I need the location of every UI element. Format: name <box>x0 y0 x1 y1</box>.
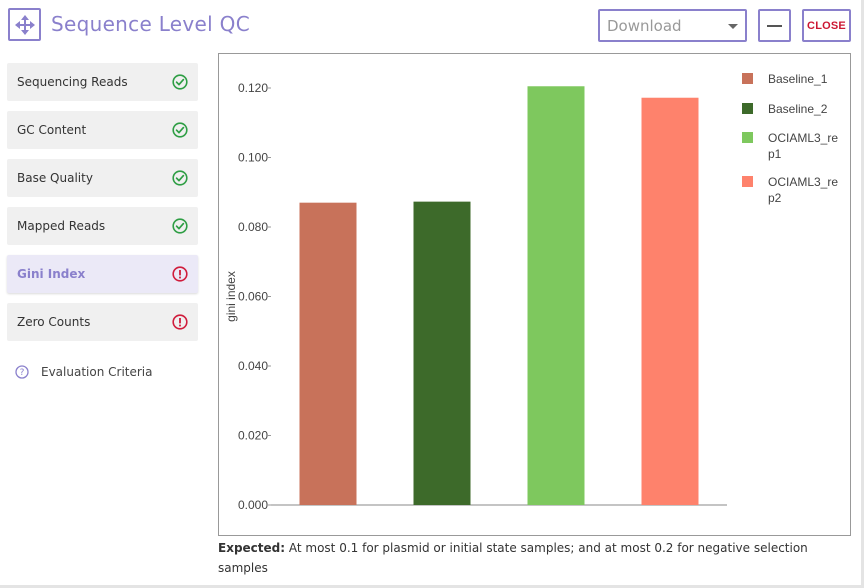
y-tick-label: 0.080 <box>238 220 268 234</box>
sidebar-item-label: Sequencing Reads <box>17 75 128 89</box>
chart-canvas: 0.000 0.020 0.040 0.060 0.080 0.100 0.120 gini … <box>224 72 838 512</box>
sidebar-item-gc-content[interactable]: GC Content <box>7 111 198 149</box>
legend-label: OCIAML3_re <box>768 131 838 145</box>
expected-note: Expected: At most 0.1 for plasmid or ini… <box>218 538 848 578</box>
move-button[interactable] <box>8 8 41 41</box>
sidebar-item-mapped-reads[interactable]: Mapped Reads <box>7 207 198 245</box>
y-tick-label: 0.000 <box>238 498 268 512</box>
page-title: Sequence Level QC <box>51 12 250 36</box>
sidebar-item-label: Mapped Reads <box>17 219 106 233</box>
bar-baseline_2 <box>413 201 471 505</box>
sidebar-item-gini-index[interactable]: Gini Index <box>7 255 198 293</box>
evaluation-criteria-label: Evaluation Criteria <box>41 365 153 379</box>
bar-baseline_1 <box>299 202 357 506</box>
y-tick-label: 0.020 <box>238 429 268 443</box>
check-circle-icon <box>172 122 188 138</box>
legend-swatch <box>742 176 753 187</box>
sidebar-item-label: Base Quality <box>17 171 93 185</box>
legend-swatch <box>742 103 753 114</box>
alert-circle-icon <box>172 314 188 330</box>
legend-label: p2 <box>768 191 782 205</box>
sidebar-item-label: Zero Counts <box>17 315 91 329</box>
bar-ociaml3_rep1 <box>527 86 585 505</box>
gini-index-chart: 0.000 0.020 0.040 0.060 0.080 0.100 0.120 gini … <box>218 53 851 536</box>
y-axis-label: gini index <box>224 271 238 322</box>
sidebar-item-zero-counts[interactable]: Zero Counts <box>7 303 198 341</box>
sidebar-item-label: GC Content <box>17 123 87 137</box>
check-circle-icon <box>172 74 188 90</box>
y-tick-label: 0.040 <box>238 359 268 373</box>
move-arrows-icon <box>14 14 35 35</box>
expected-text: At most 0.1 for plasmid or initial state… <box>218 541 808 575</box>
sidebar-item-sequencing-reads[interactable]: Sequencing Reads <box>7 63 198 101</box>
legend-swatch <box>742 132 753 143</box>
close-button[interactable]: CLOSE <box>802 9 851 42</box>
y-tick-label: 0.100 <box>238 151 268 165</box>
alert-circle-icon <box>172 266 188 282</box>
check-circle-icon <box>172 218 188 234</box>
legend-label: Baseline_1 <box>768 72 828 86</box>
check-circle-icon <box>172 170 188 186</box>
y-tick-label: 0.060 <box>238 290 268 304</box>
y-tick-label: 0.120 <box>238 81 268 95</box>
minimize-icon <box>767 24 782 27</box>
download-select-value: Download <box>607 16 682 35</box>
legend-swatch <box>742 73 753 84</box>
panel-edge <box>861 0 864 588</box>
help-circle-icon: ? <box>15 365 29 379</box>
panel-edge-bottom <box>0 585 864 588</box>
legend-label: p1 <box>768 147 782 161</box>
sidebar-item-base-quality[interactable]: Base Quality <box>7 159 198 197</box>
legend-label: OCIAML3_re <box>768 175 838 189</box>
bar-ociaml3_rep2 <box>641 97 699 506</box>
download-select[interactable]: Download <box>598 9 747 42</box>
minimize-button[interactable] <box>758 9 791 42</box>
svg-text:?: ? <box>20 368 25 378</box>
evaluation-criteria-link[interactable]: ? Evaluation Criteria <box>15 365 153 379</box>
chevron-down-icon <box>728 24 738 29</box>
legend-label: Baseline_2 <box>768 102 828 116</box>
sidebar-item-label: Gini Index <box>17 267 86 281</box>
expected-label: Expected: <box>218 541 286 555</box>
